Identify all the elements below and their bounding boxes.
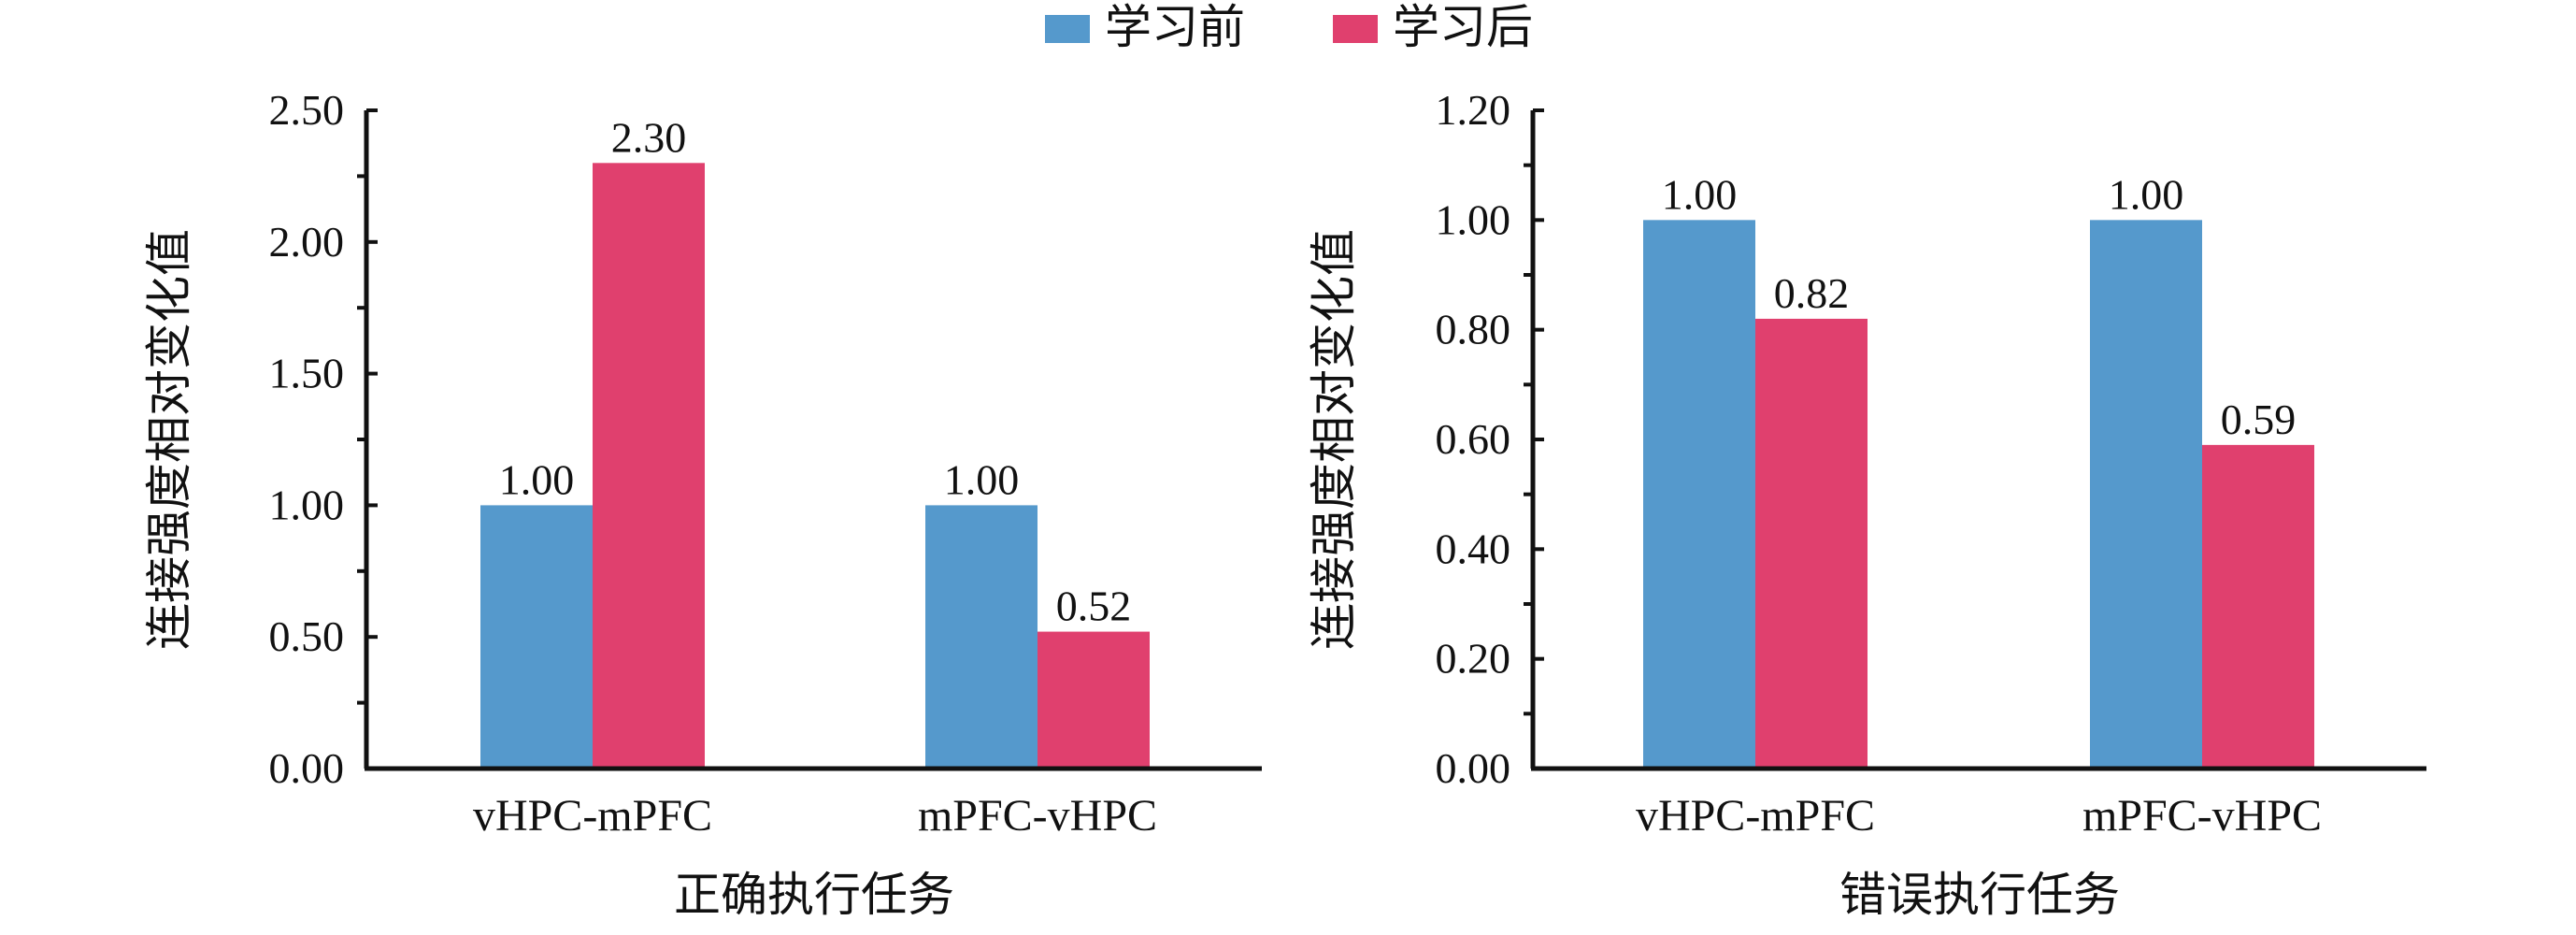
x-tick-label: mPFC-vHPC [918, 791, 1157, 841]
legend-label-before: 学习前 [1105, 0, 1245, 54]
bar-before-vhpc-mpfc [480, 505, 593, 769]
y-tick-label: 0.40 [1436, 525, 1511, 572]
y-tick-label: 1.00 [1436, 195, 1511, 243]
bar-before-mpfc-vhpc [925, 505, 1038, 769]
y-axis-label: 连接强度相对变化值 [1307, 229, 1361, 650]
data-label: 1.00 [499, 455, 575, 503]
bar-before-vhpc-mpfc [1643, 220, 1755, 770]
data-label: 0.52 [1056, 583, 1132, 630]
legend-swatch-before [1045, 15, 1090, 43]
legend: 学习前 学习后 [1045, 0, 1533, 54]
chart-panel-error-task: 1.00 0.82 vHPC-mPFC 1.00 0.59 mPFC-vHPC 0.00 0.… [1307, 86, 2426, 922]
legend-label-after: 学习后 [1393, 0, 1533, 54]
y-tick-label: 0.80 [1436, 306, 1511, 353]
legend-swatch-after [1333, 15, 1378, 43]
data-label: 1.00 [1662, 170, 1738, 218]
x-tick-label: vHPC-mPFC [473, 791, 712, 841]
chart-panel-correct-task: 1.00 2.30 vHPC-mPFC 1.00 0.52 mPFC-vHPC 0.00 0.… [142, 86, 1262, 922]
legend-item-before: 学习前 [1045, 0, 1245, 54]
x-axis-label: 正确执行任务 [674, 868, 954, 922]
y-tick-label: 0.00 [269, 744, 345, 792]
bar-after-vhpc-mpfc [593, 163, 705, 769]
data-label: 2.30 [611, 113, 687, 161]
bar-after-mpfc-vhpc [1038, 631, 1150, 769]
y-tick-label: 1.50 [269, 350, 345, 397]
y-axis-label: 连接强度相对变化值 [142, 229, 196, 650]
y-tick-label: 1.20 [1436, 86, 1511, 134]
y-tick-label: 2.00 [269, 218, 345, 266]
legend-item-after: 学习后 [1333, 0, 1533, 54]
data-label: 1.00 [2109, 170, 2184, 218]
y-tick-label: 0.50 [269, 612, 345, 660]
data-label: 0.59 [2221, 396, 2297, 443]
x-tick-label: mPFC-vHPC [2082, 791, 2322, 841]
bar-after-mpfc-vhpc [2202, 444, 2314, 769]
x-axis-label: 错误执行任务 [1839, 868, 2120, 922]
y-tick-label: 0.00 [1436, 744, 1511, 792]
y-tick-label: 0.20 [1436, 635, 1511, 683]
y-tick-label: 0.60 [1436, 415, 1511, 463]
data-label: 1.00 [944, 455, 1020, 503]
y-tick-label: 1.00 [269, 481, 345, 528]
bar-after-vhpc-mpfc [1755, 318, 1868, 769]
bar-before-mpfc-vhpc [2090, 220, 2202, 770]
y-tick-label: 2.50 [269, 86, 345, 134]
data-label: 0.82 [1774, 269, 1850, 317]
x-tick-label: vHPC-mPFC [1636, 791, 1875, 841]
